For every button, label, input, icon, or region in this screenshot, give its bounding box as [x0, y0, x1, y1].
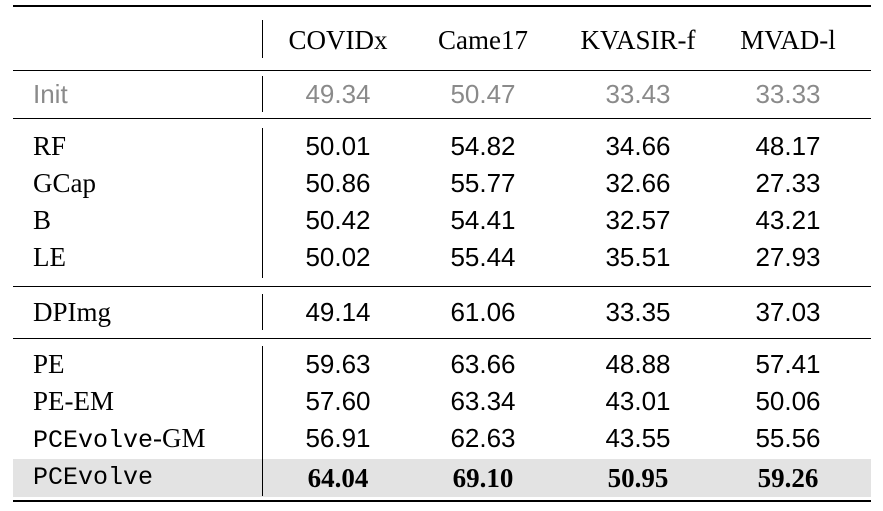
table-cell: 55.56 [755, 423, 821, 453]
method-suffix: -GM [153, 423, 206, 453]
column-separator [262, 128, 263, 278]
table-cell-best: 69.10 [452, 463, 514, 493]
table-cell: 33.33 [755, 79, 821, 109]
table-cell: 63.34 [450, 386, 516, 416]
row-label: PE [33, 349, 65, 379]
column-header: MVAD-l [740, 25, 836, 55]
column-header: COVIDx [288, 25, 388, 55]
table-cell: 49.34 [305, 79, 371, 109]
column-header: KVASIR-f [580, 25, 696, 55]
table-cell: 33.35 [605, 297, 671, 327]
table-cell: 50.47 [450, 79, 516, 109]
table-cell: 55.77 [450, 168, 516, 198]
dpimg-rule [13, 338, 871, 339]
header-rule [13, 70, 871, 71]
table-cell: 35.51 [605, 242, 671, 272]
row-label: B [33, 205, 52, 235]
column-separator [262, 346, 263, 496]
table-cell: 62.63 [450, 423, 516, 453]
bottom-rule [13, 500, 871, 502]
row-label: DPImg [33, 297, 112, 327]
baseline-rule [13, 286, 871, 287]
column-separator [262, 76, 263, 112]
column-separator [262, 20, 263, 58]
table-cell: 37.03 [755, 297, 821, 327]
row-label: PCEvolve [33, 463, 154, 492]
row-label: PCEvolve-GM [33, 422, 206, 457]
table-cell: 59.63 [305, 349, 371, 379]
row-label: GCap [33, 168, 96, 198]
table-cell: 54.41 [450, 205, 516, 235]
table-cell-best: 64.04 [307, 463, 369, 493]
table-cell: 32.57 [605, 205, 671, 235]
init-rule [13, 118, 871, 119]
table-cell: 57.60 [305, 386, 371, 416]
table-cell: 33.43 [605, 79, 671, 109]
row-label: Init [33, 79, 68, 109]
table-cell: 27.33 [755, 168, 821, 198]
table-cell-best: 59.26 [757, 463, 819, 493]
table-cell: 63.66 [450, 349, 516, 379]
table-cell: 61.06 [450, 297, 516, 327]
column-separator [262, 294, 263, 330]
table-cell: 55.44 [450, 242, 516, 272]
table-cell: 50.01 [305, 131, 371, 161]
table-cell: 43.55 [605, 423, 671, 453]
table-cell-best: 50.95 [607, 463, 669, 493]
method-name-mono: PCEvolve [33, 426, 154, 455]
column-header: Came17 [438, 25, 528, 55]
table-cell: 48.88 [605, 349, 671, 379]
table-cell: 43.01 [605, 386, 671, 416]
table-cell: 32.66 [605, 168, 671, 198]
table-cell: 56.91 [305, 423, 371, 453]
row-label: PE-EM [33, 386, 114, 416]
table-cell: 57.41 [755, 349, 821, 379]
top-rule [13, 5, 871, 7]
row-label: LE [33, 242, 66, 272]
table-cell: 48.17 [755, 131, 821, 161]
row-label: RF [33, 131, 67, 161]
table-cell: 49.14 [305, 297, 371, 327]
table-cell: 27.93 [755, 242, 821, 272]
table-cell: 34.66 [605, 131, 671, 161]
highlight-row-background [13, 459, 871, 497]
table-cell: 50.42 [305, 205, 371, 235]
table-cell: 43.21 [755, 205, 821, 235]
table-cell: 54.82 [450, 131, 516, 161]
table-cell: 50.06 [755, 386, 821, 416]
table-cell: 50.86 [305, 168, 371, 198]
table-cell: 50.02 [305, 242, 371, 272]
